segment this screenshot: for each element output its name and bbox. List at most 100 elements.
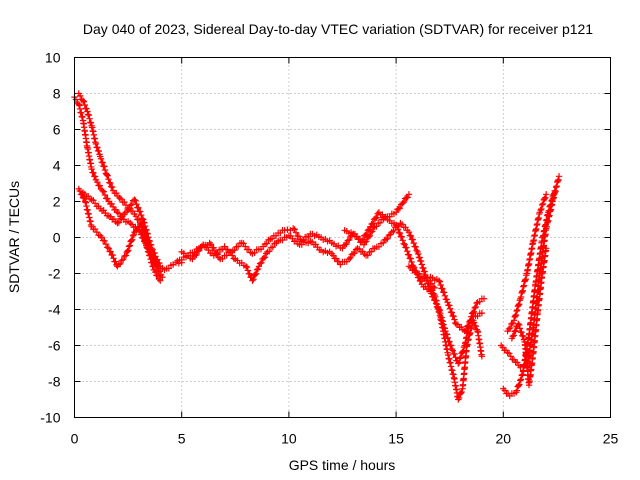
data-point <box>435 277 443 284</box>
y-tick-label: -2 <box>48 266 61 282</box>
data-point <box>510 317 518 324</box>
trail-point <box>251 249 258 257</box>
trail-point <box>362 231 369 239</box>
data-point <box>88 165 95 173</box>
data-point <box>92 140 100 148</box>
trail-point <box>468 316 476 324</box>
data-point <box>131 196 138 203</box>
trail-point <box>132 197 139 204</box>
trail-point <box>154 272 161 279</box>
y-tick-label: 10 <box>45 50 61 66</box>
series-track-12 <box>504 191 550 335</box>
trail-point <box>193 251 200 259</box>
y-tick-label: -4 <box>48 302 61 318</box>
series-track-6 <box>178 219 438 292</box>
trail-point <box>98 234 105 241</box>
data-point <box>103 171 110 178</box>
trail-point <box>104 244 111 251</box>
trail-point <box>370 224 377 231</box>
trail-point <box>538 205 545 213</box>
trail-point <box>144 230 151 238</box>
data-point <box>399 200 406 207</box>
x-tick-label: 5 <box>178 431 186 447</box>
trail-point <box>118 215 125 222</box>
trail-point <box>77 92 84 100</box>
data-point <box>478 353 486 360</box>
trail-point <box>295 233 303 240</box>
x-tick-label: 10 <box>281 431 297 447</box>
data-point <box>206 239 213 247</box>
trail-point <box>417 258 425 265</box>
data-point <box>551 187 558 194</box>
trail-point <box>550 190 558 198</box>
trail-point <box>149 246 156 253</box>
trail-point <box>91 173 99 180</box>
trail-point <box>115 219 123 226</box>
trail-point <box>441 292 449 300</box>
trail-point <box>509 319 516 327</box>
trail-point <box>412 243 419 251</box>
trail-point <box>78 109 85 117</box>
trail-point <box>151 249 158 257</box>
trail-point <box>363 230 370 238</box>
trail-point <box>104 172 111 179</box>
trail-point <box>515 301 523 308</box>
trail-point <box>137 208 144 215</box>
trail-point <box>443 296 450 303</box>
trail-point <box>369 219 377 227</box>
y-tick-label: 4 <box>53 158 61 174</box>
data-point <box>148 245 155 252</box>
trail-point <box>125 247 132 254</box>
trail-point <box>125 243 133 250</box>
trail-point <box>227 249 234 256</box>
trail-point <box>76 105 84 113</box>
trail-point <box>467 317 475 325</box>
trail-point <box>455 359 463 366</box>
trail-point <box>332 255 340 262</box>
trail-point <box>124 248 131 255</box>
series-track-3 <box>75 185 164 284</box>
trail-point <box>456 355 464 362</box>
trail-point <box>347 254 354 262</box>
trail-point <box>292 229 300 236</box>
trail-point <box>512 327 519 334</box>
data-point <box>99 187 106 194</box>
trail-point <box>511 328 518 335</box>
trail-point <box>396 204 404 212</box>
trail-point <box>440 289 448 296</box>
trail-point <box>108 200 115 208</box>
trail-point <box>373 223 380 230</box>
trail-point <box>359 236 367 243</box>
data-point <box>392 221 400 229</box>
trail-point <box>518 329 525 336</box>
trail-point <box>446 305 454 312</box>
trail-point <box>129 232 137 239</box>
trail-point <box>107 179 114 187</box>
trail-point <box>96 182 103 189</box>
trail-point <box>94 144 101 151</box>
series-track-4 <box>79 189 164 270</box>
trail-point <box>90 169 97 177</box>
data-point <box>480 295 488 302</box>
trail-point <box>148 259 156 267</box>
trail-point <box>146 237 153 245</box>
x-axis-label: GPS time / hours <box>289 457 396 473</box>
trail-point <box>425 280 432 287</box>
trail-point <box>458 388 465 396</box>
trail-point <box>110 255 117 262</box>
trail-point <box>81 101 88 109</box>
trail-point <box>229 252 236 259</box>
trail-point <box>465 322 472 329</box>
data-point <box>189 255 196 263</box>
trail-point <box>252 270 260 277</box>
trail-point <box>518 372 525 379</box>
trail-point <box>514 306 521 314</box>
trail-point <box>516 381 523 388</box>
trail-point <box>210 244 217 251</box>
trail-point <box>100 188 107 195</box>
chart-title: Day 040 of 2023, Sidereal Day-to-day VTE… <box>83 21 593 37</box>
trail-point <box>512 312 519 320</box>
trail-point <box>384 235 391 242</box>
trail-point <box>269 243 277 251</box>
